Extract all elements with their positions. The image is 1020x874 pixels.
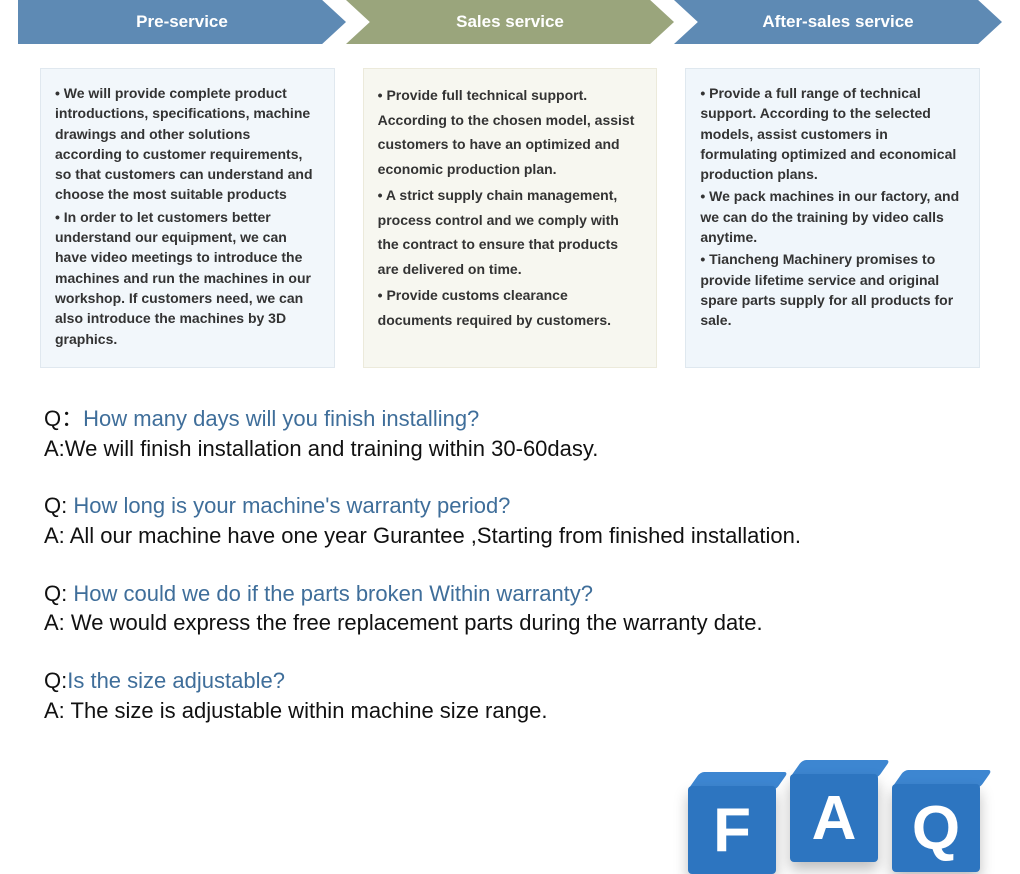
card-pre-service: • We will provide complete product intro… xyxy=(40,68,335,368)
faq-item: Q: How could we do if the parts broken W… xyxy=(44,579,976,638)
a-text: We will finish installation and training… xyxy=(65,436,599,461)
card-bullet: • Provide customs clearance documents re… xyxy=(378,283,643,332)
faq-section: Q：How many days will you finish installi… xyxy=(0,378,1020,726)
cube-front: F xyxy=(688,786,776,874)
faq-question: Q:Is the size adjustable? xyxy=(44,666,976,696)
card-bullet: • A strict supply chain management, proc… xyxy=(378,183,643,281)
a-prefix: A: xyxy=(44,523,70,548)
faq-item: Q: How long is your machine's warranty p… xyxy=(44,491,976,550)
cube-letter: Q xyxy=(912,793,960,864)
card-bullet: • Tiancheng Machinery promises to provid… xyxy=(700,249,965,330)
faq-answer: A: The size is adjustable within machine… xyxy=(44,696,976,726)
a-prefix: A: xyxy=(44,698,71,723)
a-prefix: A: xyxy=(44,436,65,461)
cube-q: Q xyxy=(892,772,984,872)
faq-question: Q：How many days will you finish installi… xyxy=(44,404,976,434)
faq-answer: A: We would express the free replacement… xyxy=(44,608,976,638)
service-stepper: Pre-service Sales service After-sales se… xyxy=(0,0,1020,44)
cube-f: F xyxy=(688,774,780,874)
card-bullet: • Provide full technical support. Accord… xyxy=(378,83,643,181)
card-after-sales-service: • Provide a full range of technical supp… xyxy=(685,68,980,368)
stepper-label: Pre-service xyxy=(136,12,228,32)
faq-item: Q：How many days will you finish installi… xyxy=(44,404,976,463)
service-cards: • We will provide complete product intro… xyxy=(0,44,1020,378)
q-prefix: Q: xyxy=(44,493,73,518)
cube-letter: A xyxy=(812,783,857,854)
faq-question: Q: How could we do if the parts broken W… xyxy=(44,579,976,609)
a-prefix: A: xyxy=(44,610,71,635)
faq-cubes-icon: F A Q xyxy=(688,766,984,866)
q-text: How many days will you finish installing… xyxy=(83,406,479,431)
q-text: Is the size adjustable? xyxy=(67,668,285,693)
a-text: The size is adjustable within machine si… xyxy=(71,698,548,723)
stepper-label: After-sales service xyxy=(762,12,913,32)
stepper-after-sales-service: After-sales service xyxy=(674,0,1002,44)
faq-item: Q:Is the size adjustable? A: The size is… xyxy=(44,666,976,725)
card-bullet: • We pack machines in our factory, and w… xyxy=(700,186,965,247)
stepper-label: Sales service xyxy=(456,12,564,32)
q-text: How long is your machine's warranty peri… xyxy=(73,493,510,518)
q-prefix: Q： xyxy=(44,406,83,431)
card-sales-service: • Provide full technical support. Accord… xyxy=(363,68,658,368)
cube-front: Q xyxy=(892,784,980,872)
q-prefix: Q: xyxy=(44,581,73,606)
stepper-pre-service: Pre-service xyxy=(18,0,346,44)
stepper-sales-service: Sales service xyxy=(346,0,674,44)
card-bullet: • In order to let customers better under… xyxy=(55,207,320,349)
cube-front: A xyxy=(790,774,878,862)
q-text: How could we do if the parts broken With… xyxy=(73,581,593,606)
q-prefix: Q: xyxy=(44,668,67,693)
a-text: All our machine have one year Gurantee ,… xyxy=(70,523,801,548)
a-text: We would express the free replacement pa… xyxy=(71,610,763,635)
card-bullet: • We will provide complete product intro… xyxy=(55,83,320,205)
cube-letter: F xyxy=(713,795,751,866)
card-bullet: • Provide a full range of technical supp… xyxy=(700,83,965,184)
faq-answer: A: All our machine have one year Gurante… xyxy=(44,521,976,551)
faq-question: Q: How long is your machine's warranty p… xyxy=(44,491,976,521)
cube-a: A xyxy=(790,762,882,862)
faq-answer: A:We will finish installation and traini… xyxy=(44,434,976,464)
